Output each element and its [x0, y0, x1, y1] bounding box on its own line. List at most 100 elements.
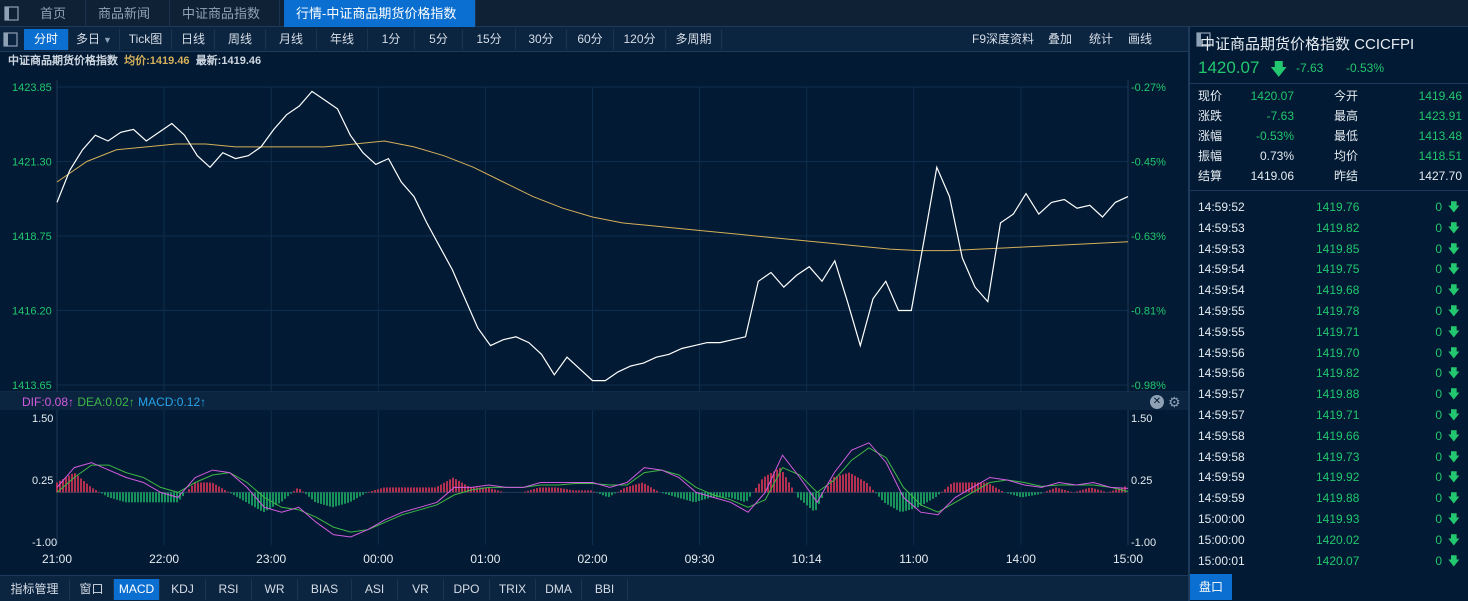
tick-row: 14:59:59 1419.92 0 🡇	[1198, 467, 1460, 488]
tick-price: 1420.02	[1316, 532, 1360, 547]
index-name: 中证商品期货价格指数	[8, 55, 118, 67]
period-button[interactable]: 1分	[368, 29, 415, 50]
period-button[interactable]: 多日 ▼	[69, 29, 120, 50]
period-button[interactable]: 60分	[567, 29, 614, 50]
close-indicator-icon[interactable]: ✕	[1150, 395, 1164, 409]
quote-value: 1423.91	[1418, 109, 1462, 123]
tick-volume: 0	[1435, 324, 1442, 339]
x-tick-label: 00:00	[363, 552, 393, 566]
price-line	[56, 90, 1129, 382]
indicator-tab[interactable]: MACD	[114, 579, 160, 600]
quote-value: 1419.06	[1250, 169, 1294, 183]
sidebar-toggle-icon[interactable]	[0, 0, 24, 27]
x-tick-label: 23:00	[256, 552, 286, 566]
period-button[interactable]: 多周期	[666, 29, 722, 50]
panel-collapse-icon[interactable]	[1196, 31, 1212, 49]
tick-row: 14:59:52 1419.76 0 🡇	[1198, 197, 1460, 218]
indicator-tab[interactable]: KDJ	[160, 579, 206, 600]
period-button[interactable]: 15分	[463, 29, 516, 50]
tick-row: 14:59:54 1419.75 0 🡇	[1198, 259, 1460, 280]
quote-label: 均价	[1334, 149, 1359, 163]
y-tick-label: 1418.75	[12, 231, 52, 243]
order-book-button[interactable]: 盘口	[1190, 574, 1232, 600]
macd-y-tick-label: 1.50	[32, 413, 53, 425]
indicator-tab[interactable]: ASI	[352, 579, 398, 600]
x-tick-label: 14:00	[1006, 552, 1036, 566]
tab-home[interactable]: 首页	[28, 0, 86, 27]
quote-row: 结算 1419.06 昨结 1427.70	[1198, 166, 1462, 186]
quote-value: -7.63	[1266, 109, 1294, 123]
tick-row: 14:59:54 1419.68 0 🡇	[1198, 280, 1460, 301]
pct-tick-label: -0.63%	[1131, 231, 1166, 243]
period-button[interactable]: 月线	[266, 29, 317, 50]
tick-time: 14:59:59	[1198, 491, 1245, 506]
tick-volume: 0	[1435, 408, 1442, 422]
tick-time: 14:59:56	[1198, 345, 1245, 360]
y-tick-label: 1423.85	[12, 82, 52, 94]
draw-line-button[interactable]: 画线	[1128, 32, 1153, 46]
down-arrow-icon: 🡇	[1447, 387, 1460, 402]
period-toolbar: 分时 多日 ▼ Tick图 日线 周线 月线 年线 1分 5分 15分 30分 60分 120分 多周期 F…	[0, 27, 1188, 52]
y-tick-label: 1416.20	[12, 306, 52, 318]
indicator-tab[interactable]: DMA	[536, 579, 582, 600]
tab-label: 首页	[40, 6, 67, 21]
tick-time: 14:59:58	[1198, 428, 1245, 443]
period-button[interactable]: 120分	[614, 29, 666, 50]
period-button[interactable]: 30分	[516, 29, 567, 50]
down-arrow-icon: 🡇	[1447, 200, 1460, 214]
settings-gear-icon[interactable]: ⚙	[1168, 394, 1181, 410]
tab-csi-commodity-index[interactable]: 中证商品指数	[170, 0, 280, 27]
panel-toggle-icon[interactable]	[0, 29, 22, 50]
tick-price: 1419.82	[1316, 220, 1360, 235]
dif-line	[56, 442, 1129, 538]
dropdown-arrow-icon[interactable]: ▼	[103, 35, 112, 45]
period-button[interactable]: 年线	[317, 29, 368, 50]
indicator-tab[interactable]: RSI	[206, 579, 252, 600]
tab-label: 中证商品指数	[182, 6, 261, 21]
quote-value: 1413.48	[1418, 129, 1462, 143]
overlay-button[interactable]: 叠加	[1048, 32, 1073, 46]
tick-price: 1419.70	[1316, 345, 1360, 360]
tick-time: 15:00:01	[1198, 553, 1245, 568]
tick-row: 14:59:57 1419.71 0 🡇	[1198, 405, 1460, 426]
tick-volume: 0	[1435, 470, 1442, 485]
tick-time: 14:59:53	[1198, 220, 1245, 235]
quote-panel: 中证商品期货价格指数 CCICFPI 1420.07 🡇 -7.63 -0.53…	[1188, 27, 1468, 601]
quote-label: 今开	[1334, 89, 1359, 103]
intraday-chart[interactable]: 1423.85 1421.30 1418.75 1416.20 1413.65 -0.27…	[0, 70, 1188, 575]
f9-deep-data-button[interactable]: F9深度资料	[972, 32, 1035, 46]
chart-area[interactable]: 1423.85 1421.30 1418.75 1416.20 1413.65 -0.27…	[0, 70, 1188, 575]
indicator-tab[interactable]: BIAS	[298, 579, 352, 600]
x-tick-label: 22:00	[149, 552, 179, 566]
quote-value: 1420.07	[1250, 89, 1294, 103]
period-button[interactable]: 周线	[215, 29, 266, 50]
indicator-tab[interactable]: VR	[398, 579, 444, 600]
tick-price: 1419.88	[1316, 387, 1360, 402]
period-button[interactable]: 5分	[415, 29, 463, 50]
indicator-tab[interactable]: 指标管理	[0, 579, 70, 600]
tick-price: 1419.73	[1316, 449, 1360, 464]
down-arrow-icon: 🡇	[1447, 512, 1460, 526]
period-button[interactable]: Tick图	[120, 29, 172, 50]
indicator-tab[interactable]: TRIX	[490, 579, 536, 600]
avg-price-line	[56, 140, 1129, 252]
tab-quote-active[interactable]: 行情-中证商品期货价格指数✕	[284, 0, 476, 48]
tick-price: 1419.88	[1316, 491, 1360, 506]
dea-line	[56, 447, 1129, 533]
period-button[interactable]: 分时	[24, 29, 69, 50]
tab-bar: 首页 商品新闻 中证商品指数 行情-中证商品期货价格指数✕	[0, 0, 1468, 48]
macd-value: MACD:0.12↑	[138, 395, 207, 409]
statistics-button[interactable]: 统计	[1089, 32, 1114, 46]
tick-volume: 0	[1435, 366, 1442, 381]
tick-volume: 0	[1435, 283, 1442, 298]
indicator-tab[interactable]: DPO	[444, 579, 490, 600]
x-tick-label: 21:00	[42, 552, 72, 566]
indicator-tab[interactable]: WR	[252, 579, 298, 600]
quote-value: 1419.46	[1418, 89, 1462, 103]
period-button[interactable]: 日线	[172, 29, 215, 50]
quote-label: 结算	[1198, 169, 1223, 183]
indicator-tab[interactable]: BBI	[582, 579, 628, 600]
pct-tick-label: -0.45%	[1131, 157, 1166, 169]
indicator-tab[interactable]: 窗口	[70, 579, 114, 600]
tab-commodity-news[interactable]: 商品新闻	[86, 0, 170, 27]
